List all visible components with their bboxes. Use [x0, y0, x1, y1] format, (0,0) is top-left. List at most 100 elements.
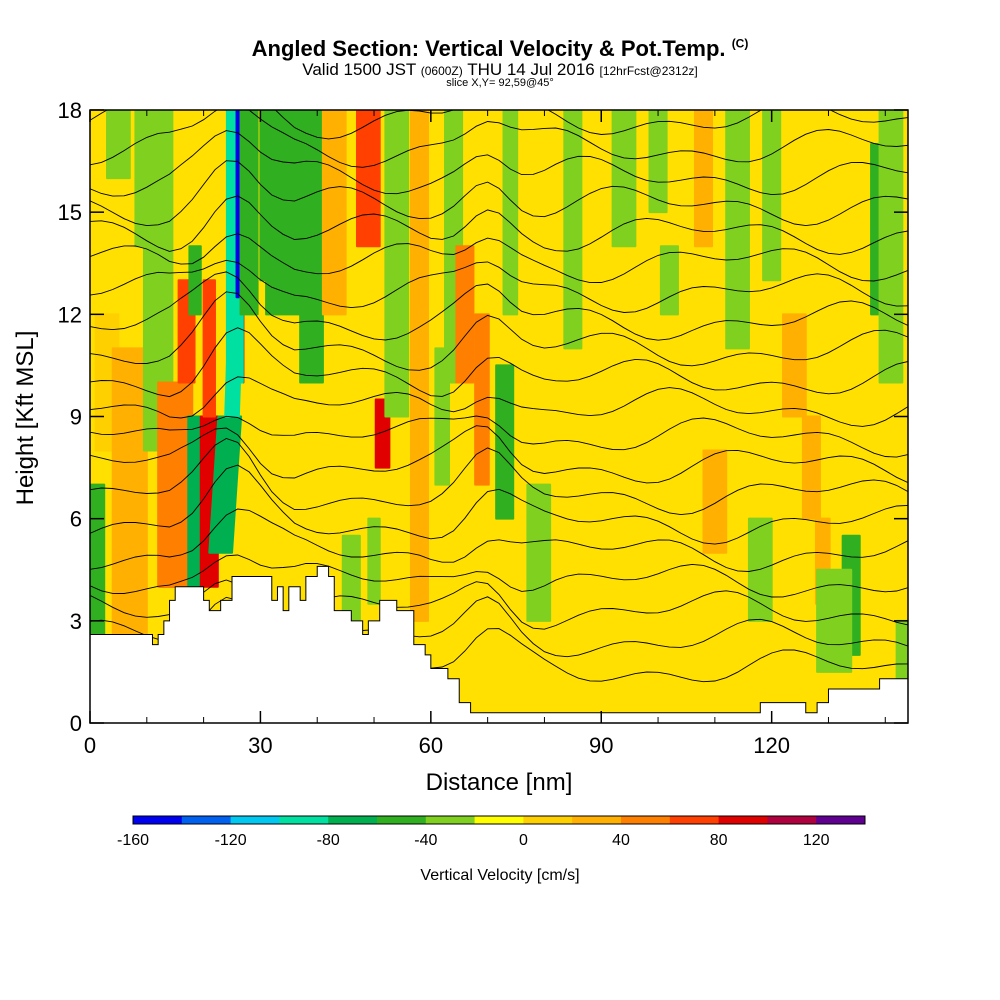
velocity-band — [202, 279, 216, 418]
velocity-band — [239, 110, 259, 316]
velocity-band — [367, 517, 381, 605]
y-tick-label: 6 — [70, 507, 82, 532]
chart-subtitle: Valid 1500 JST (0600Z) THU 14 Jul 2016 [… — [0, 60, 1000, 80]
velocity-band — [611, 110, 637, 248]
valid-date: THU 14 Jul 2016 — [467, 60, 595, 79]
theta-contour — [90, 579, 908, 630]
velocity-band — [648, 110, 668, 214]
theta-contour — [90, 327, 908, 398]
x-tick-label: 60 — [419, 733, 443, 758]
velocity-field — [90, 110, 908, 690]
valid-utc: (0600Z) — [420, 64, 463, 78]
velocity-band — [659, 245, 679, 316]
theta-contour — [90, 596, 908, 660]
velocity-band — [762, 110, 782, 282]
colorbar-tick-label: 80 — [710, 832, 728, 849]
colorbar-swatch — [523, 816, 573, 824]
colorbar-title: Vertical Velocity [cm/s] — [420, 867, 579, 884]
theta-contour — [90, 130, 908, 197]
velocity-band — [693, 110, 714, 248]
velocity-band — [702, 449, 728, 554]
colorbar-swatch — [377, 816, 427, 824]
velocity-band — [455, 245, 475, 384]
colorbar-swatch — [767, 816, 817, 824]
theta-contour — [90, 508, 908, 572]
y-tick-label: 9 — [70, 405, 82, 430]
colorbar-swatch — [669, 816, 720, 824]
chart-title: Angled Section: Vertical Velocity & Pot.… — [0, 36, 1000, 62]
y-tick-label: 3 — [70, 609, 82, 634]
velocity-band — [134, 110, 160, 248]
title-unit: (C) — [731, 36, 749, 51]
y-tick-label: 18 — [58, 98, 82, 123]
velocity-band — [816, 568, 853, 673]
colorbar-tick-label: -80 — [317, 832, 340, 849]
theta-contours — [90, 110, 908, 689]
colorbar-tick-label: 40 — [612, 832, 630, 849]
velocity-band — [265, 110, 302, 316]
velocity-band — [208, 415, 243, 554]
velocity-band — [384, 110, 410, 418]
theta-contour — [90, 271, 908, 341]
theta-contour — [90, 259, 908, 313]
y-tick-label: 12 — [58, 302, 82, 327]
colorbar-frame — [132, 815, 866, 825]
theta-contour — [90, 160, 908, 227]
theta-contour — [90, 425, 908, 484]
colorbar-swatch — [425, 816, 476, 824]
velocity-band — [355, 110, 381, 248]
theta-contour — [90, 438, 908, 516]
theta-contour — [90, 195, 908, 255]
slice-info: slice X,Y= 92,59@45° — [446, 77, 554, 89]
x-tick-label: 90 — [589, 733, 613, 758]
colorbar-swatch — [816, 816, 866, 824]
velocity-band — [188, 245, 202, 316]
colorbar-swatch — [279, 816, 329, 824]
x-axis-title: Distance [nm] — [426, 769, 573, 796]
x-tick-label: 30 — [248, 733, 272, 758]
colorbar-swatch — [621, 816, 671, 824]
theta-contour — [90, 233, 908, 284]
colorbar-swatch — [718, 816, 768, 824]
velocity-band — [878, 110, 904, 384]
velocity-band — [526, 483, 552, 622]
velocity-band — [321, 110, 347, 316]
theta-contour — [90, 291, 908, 371]
valid-time: Valid 1500 JST — [302, 60, 416, 79]
forecast-info: [12hrFcst@2312z] — [599, 64, 698, 78]
title-main: Angled Section: Vertical Velocity & Pot.… — [251, 36, 726, 61]
colorbar: -160 -120 -80 -40 0 40 80 120 — [117, 815, 866, 849]
colorbar-tick-label: 120 — [803, 832, 830, 849]
x-tick-label: 0 — [84, 733, 96, 758]
axis-ticks: 0 30 60 90 120 0 3 6 9 12 15 18 — [58, 98, 908, 758]
theta-contour — [90, 415, 908, 458]
velocity-band — [299, 110, 324, 384]
colorbar-tick-label: -160 — [117, 832, 149, 849]
theta-contour — [90, 554, 908, 598]
velocity-band — [502, 110, 519, 316]
velocity-band — [782, 313, 807, 418]
y-axis-title: Height [Kft MSL] — [12, 331, 39, 506]
velocity-band — [409, 110, 429, 622]
theta-contour — [90, 110, 908, 168]
terrain — [89, 565, 909, 724]
theta-contour — [90, 464, 908, 545]
velocity-band — [495, 364, 515, 520]
y-tick-label: 15 — [58, 200, 82, 225]
x-tick-label: 120 — [753, 733, 790, 758]
colorbar-tick-label: -40 — [414, 832, 437, 849]
colorbar-tick-label: 0 — [519, 832, 528, 849]
colorbar-swatch — [181, 816, 232, 824]
theta-contour — [90, 376, 908, 427]
colorbar-swatch — [230, 816, 280, 824]
velocity-band — [563, 110, 583, 350]
velocity-band — [106, 110, 131, 180]
y-tick-label: 0 — [70, 711, 82, 736]
colorbar-swatch — [328, 816, 378, 824]
colorbar-swatch — [474, 816, 524, 824]
colorbar-tick-label: -120 — [215, 832, 247, 849]
velocity-band — [725, 110, 750, 350]
colorbar-swatch — [572, 816, 622, 824]
colorbar-swatch — [133, 816, 183, 824]
